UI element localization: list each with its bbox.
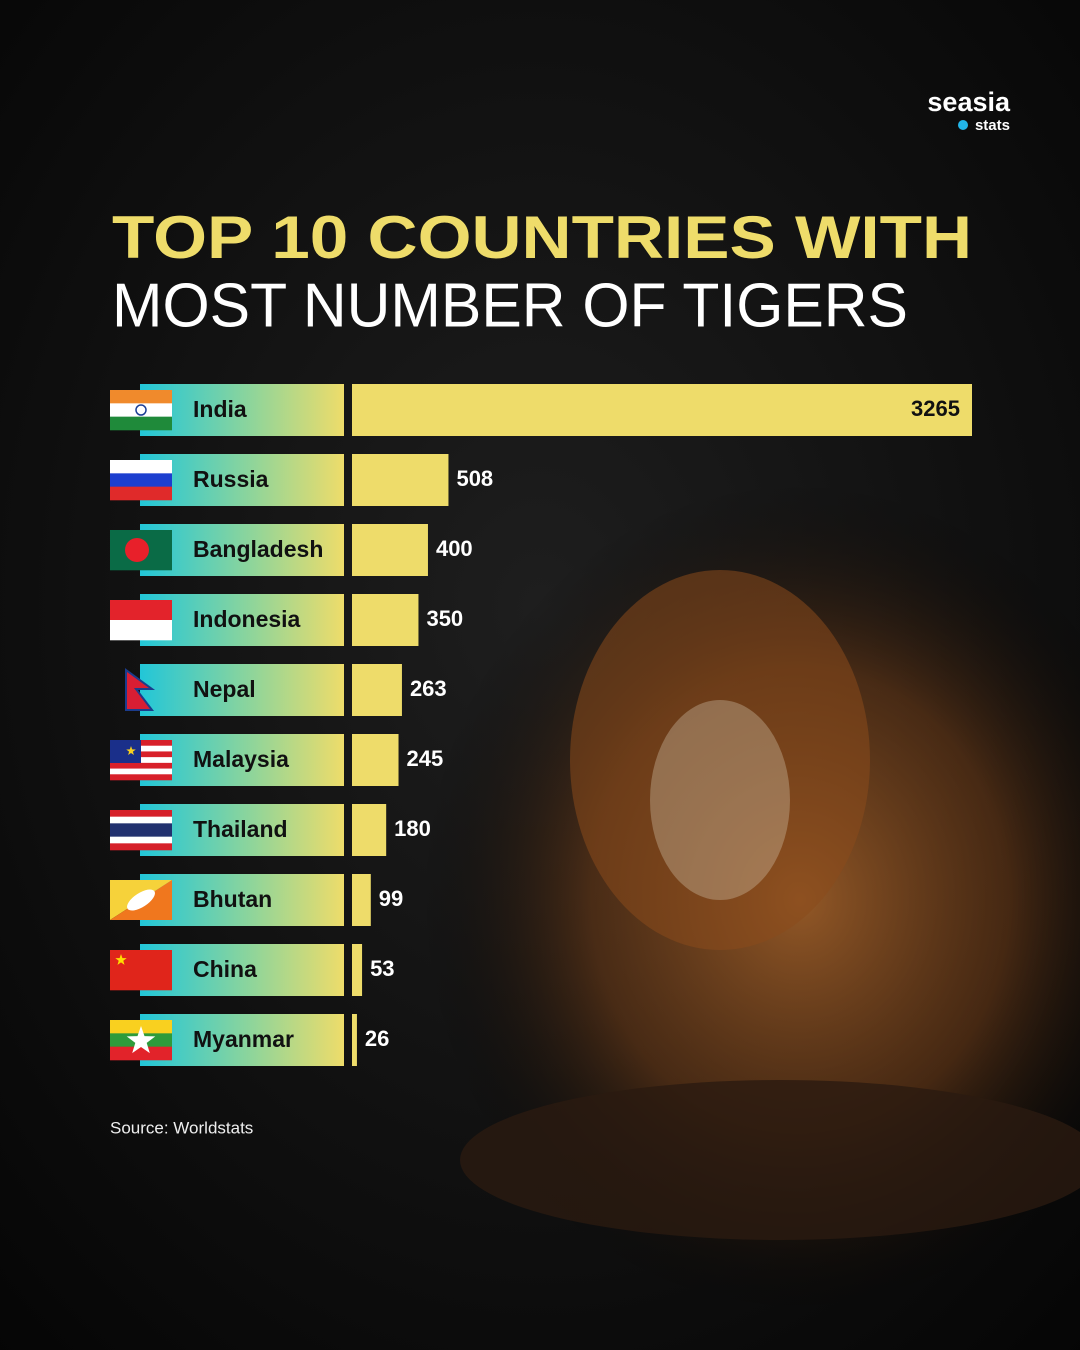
flag [110,740,172,781]
value-label: 3265 [911,396,960,421]
flag [110,600,172,641]
brand-name: seasia [927,87,1011,117]
flag-stripe [110,620,172,641]
flag-stripe [110,460,172,474]
flag [110,810,172,851]
label-box [140,454,344,506]
bar [352,804,387,856]
flag-stripe [110,768,172,775]
country-label: Myanmar [193,1026,294,1052]
label-box [140,874,344,926]
flag-stripe [110,810,172,817]
flag-stripe [110,843,172,851]
chart-title: TOP 10 COUNTRIES WITH [112,204,972,271]
flag-stripe [110,774,172,781]
country-label: Thailand [193,816,288,842]
country-label: Bangladesh [193,536,323,562]
bar [352,664,402,716]
flag-stripe [110,1046,172,1061]
flag-wheel [135,404,147,416]
flag-star [115,954,127,965]
bar [352,944,363,996]
flag [110,460,172,501]
flag-stripe [110,950,172,991]
country-label: China [193,956,257,982]
country-label: Indonesia [193,606,301,632]
flag-stripe [110,762,172,769]
flag-stripe [110,830,172,837]
flag [125,668,156,711]
flag-stripe [110,600,172,621]
flag-stripe [110,486,172,501]
flag-stripe [110,836,172,844]
label-box [140,734,344,786]
label-box [140,804,344,856]
flag-pennant [125,668,156,711]
flag [110,530,172,571]
country-label: India [193,396,247,422]
country-label: Russia [193,466,269,492]
bar [352,524,428,576]
tiger-photo [420,480,1080,1320]
label-box [140,944,344,996]
label-box [140,594,344,646]
flag-stripe [110,416,172,431]
value-label: 26 [365,1026,389,1051]
flag-stripe [110,816,172,824]
flag-stripe [110,390,172,404]
flag [110,1020,172,1061]
bar [352,384,972,436]
flag [110,880,172,920]
value-label: 99 [379,886,403,911]
flag-canton [110,740,141,763]
country-label: Bhutan [193,886,272,912]
value-label: 245 [407,746,444,771]
value-label: 350 [426,606,463,631]
flag-star [126,1026,156,1054]
bar [352,1014,357,1066]
label-box [140,1014,344,1066]
bar [352,594,419,646]
label-box [140,384,344,436]
label-box [140,664,344,716]
value-label: 180 [394,816,431,841]
country-label: Malaysia [193,746,289,772]
flag-stripe [110,473,172,487]
flag [110,390,172,431]
country-label: Nepal [193,676,256,702]
brand-tag: stats [975,117,1010,134]
flag [110,950,172,991]
flag-stripe [110,823,172,831]
source: Source: Worldstats [110,1118,253,1137]
bar [352,454,449,506]
flag-dragon [127,889,155,911]
flag-star [126,746,136,755]
value-label: 400 [436,536,473,561]
value-label: 508 [456,466,493,491]
bar [352,734,399,786]
flag-disc [125,538,149,562]
value-label: 53 [370,956,394,981]
flag-stripe [110,403,172,417]
chart-subtitle: MOST NUMBER OF TIGERS [112,271,908,340]
label-box [140,524,344,576]
brand-dot [958,120,968,130]
bar [352,874,371,926]
value-label: 263 [410,676,447,701]
